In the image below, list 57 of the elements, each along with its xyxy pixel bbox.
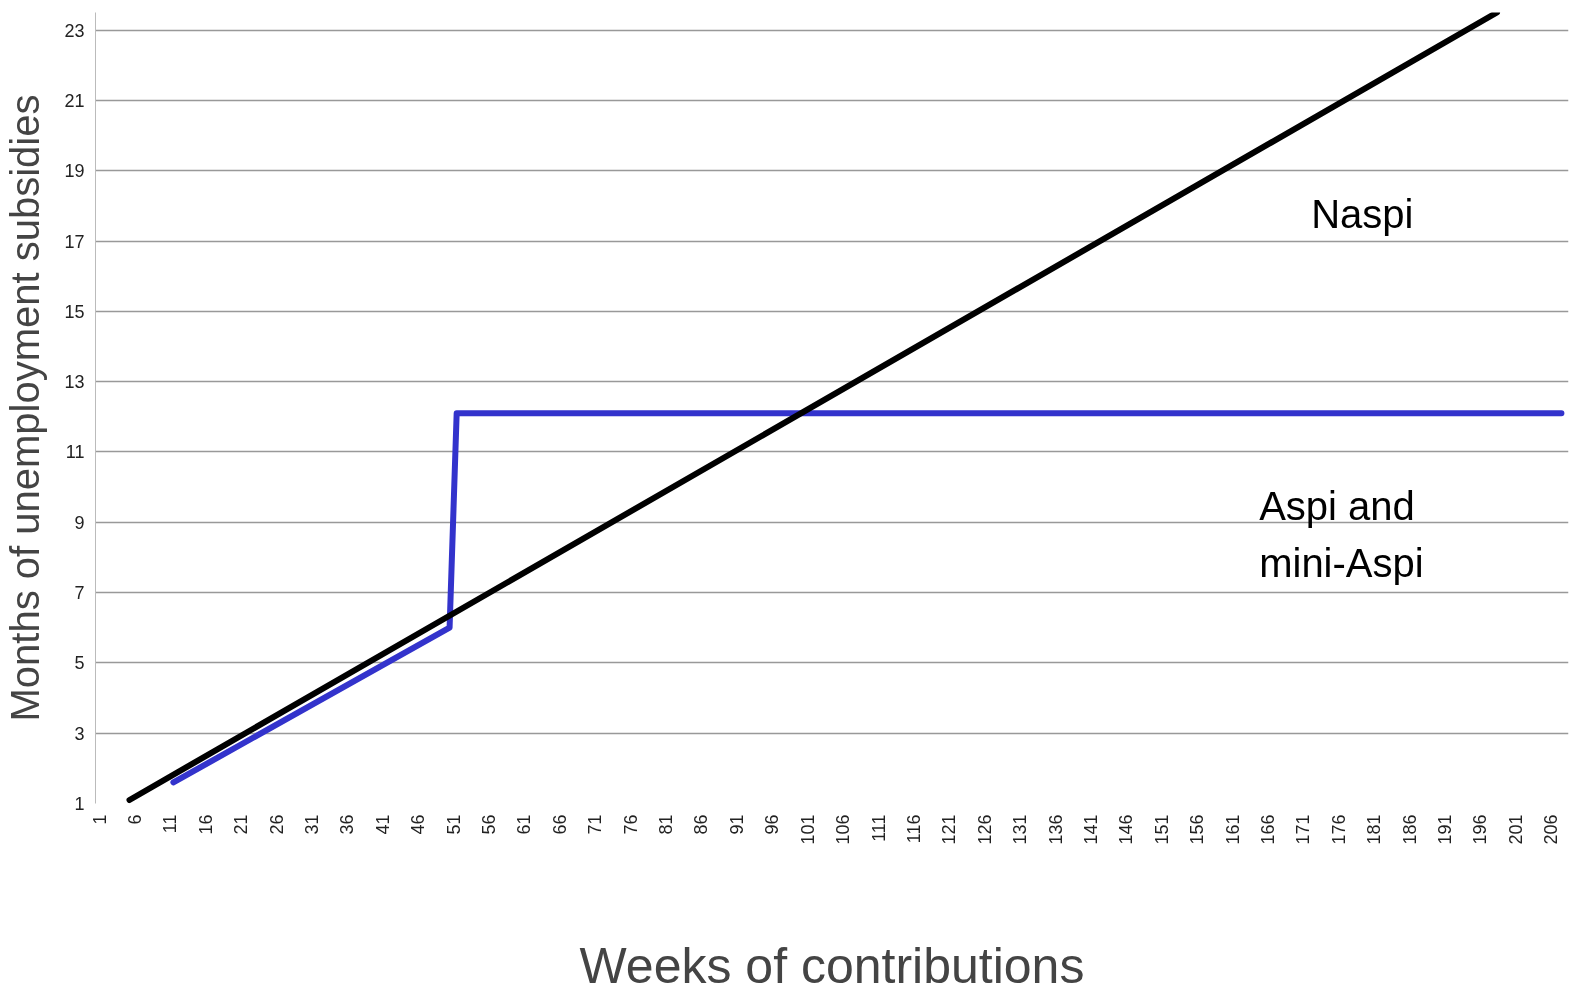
- x-tick-label: 151: [1151, 814, 1172, 845]
- x-tick-label: 196: [1470, 814, 1491, 845]
- x-tick-label: 206: [1541, 814, 1562, 845]
- x-tick-label: 56: [479, 814, 500, 835]
- x-tick-label: 146: [1116, 814, 1137, 845]
- y-tick-label: 19: [64, 161, 85, 182]
- x-tick-label: 166: [1258, 814, 1279, 845]
- x-tick-label: 36: [337, 814, 358, 835]
- x-tick-label: 171: [1293, 814, 1314, 845]
- x-tick-label: 186: [1399, 814, 1420, 845]
- y-tick-label: 5: [74, 653, 85, 674]
- x-tick-label: 46: [408, 814, 429, 835]
- x-tick-label: 81: [656, 814, 677, 835]
- x-tick-label: 16: [195, 814, 216, 835]
- x-tick-label: 121: [939, 814, 960, 845]
- x-tick-label: 141: [1080, 814, 1101, 845]
- y-tick-label: 11: [65, 442, 85, 463]
- x-tick-label: 51: [443, 814, 464, 835]
- y-tick-label: 9: [74, 512, 85, 533]
- y-tick-label: 7: [74, 583, 85, 604]
- x-tick-label: 41: [372, 814, 393, 835]
- x-tick-label: 96: [762, 814, 783, 835]
- x-tick-label: 6: [124, 814, 145, 825]
- x-tick-label: 126: [974, 814, 995, 845]
- y-tick-label: 15: [64, 301, 85, 322]
- x-tick-label: 11: [160, 814, 181, 834]
- x-tick-label: 31: [301, 814, 322, 835]
- x-tick-label: 66: [549, 814, 570, 835]
- x-tick-label: 26: [266, 814, 287, 835]
- y-tick-label: 13: [64, 372, 85, 393]
- y-tick-label: 21: [64, 90, 85, 111]
- y-tick-label: 17: [64, 231, 85, 252]
- x-tick-label: 76: [620, 814, 641, 835]
- x-tick-label: 1: [89, 814, 110, 825]
- y-axis-title: Months of unemployment subsidies: [3, 94, 48, 722]
- x-tick-label: 176: [1328, 814, 1349, 845]
- x-tick-label: 91: [726, 814, 747, 835]
- x-tick-label: 101: [797, 814, 818, 845]
- x-tick-label: 61: [514, 814, 535, 835]
- x-tick-label: 181: [1364, 814, 1385, 845]
- x-tick-label: 161: [1222, 814, 1243, 845]
- x-tick-label: 136: [1045, 814, 1066, 845]
- y-tick-label: 3: [74, 723, 85, 744]
- series-label: Naspi: [1311, 192, 1414, 237]
- x-tick-label: 21: [231, 814, 252, 835]
- x-tick-label: 71: [585, 814, 606, 835]
- x-tick-label: 191: [1435, 814, 1456, 845]
- x-axis-title: Weeks of contributions: [579, 937, 1085, 994]
- y-tick-label: 23: [64, 20, 85, 41]
- x-tick-label: 116: [903, 814, 924, 844]
- x-tick-label: 201: [1505, 814, 1526, 845]
- series-label: Aspi and mini-Aspi: [1259, 483, 1424, 586]
- x-tick-label: 111: [868, 814, 889, 842]
- x-tick-label: 86: [691, 814, 712, 835]
- x-tick-label: 131: [1010, 814, 1031, 845]
- x-tick-label: 106: [833, 814, 854, 845]
- x-tick-label: 156: [1187, 814, 1208, 845]
